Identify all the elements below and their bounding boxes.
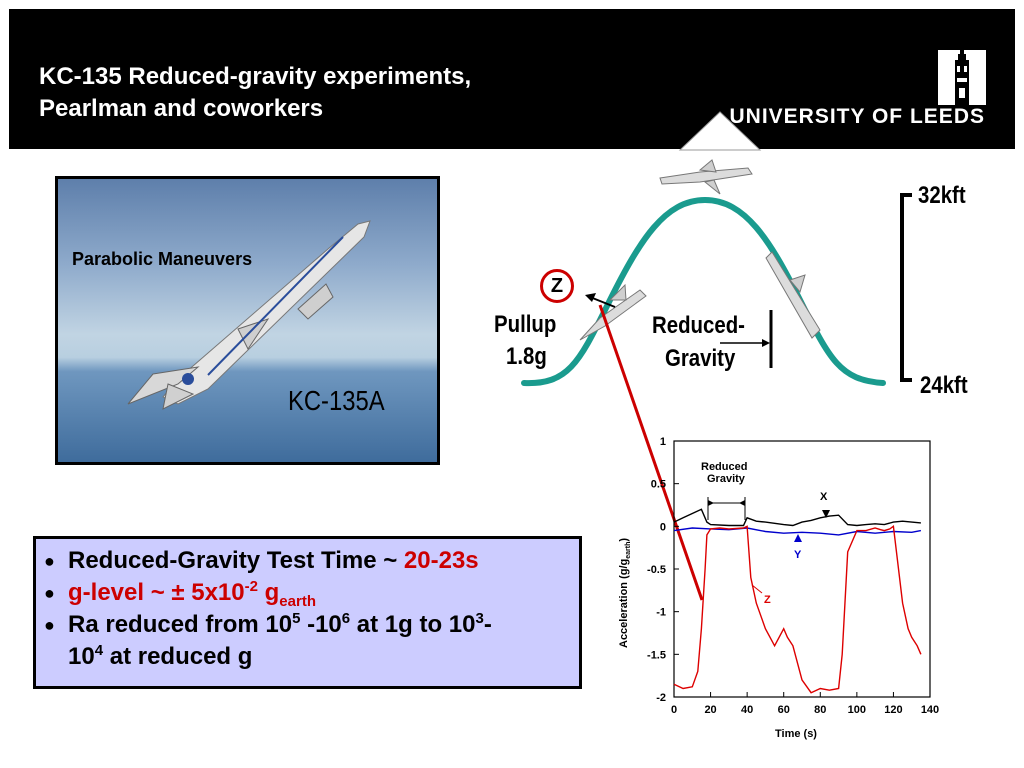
- x-axis-label: Time (s): [775, 728, 817, 740]
- series-x-label: X: [820, 491, 828, 503]
- airplane-icon: [127, 220, 371, 410]
- bullet-list: ● Reduced-Gravity Test Time ~ 20-23s ● g…: [33, 536, 582, 689]
- title-line-1: KC-135 Reduced-gravity experiments,: [39, 63, 472, 90]
- x-tick-label: 140: [921, 704, 939, 716]
- y-tick-label: 0.5: [651, 479, 666, 491]
- aircraft-label: KC-135A: [288, 385, 385, 416]
- y-axis-label: Acceleration (g/gearth): [618, 538, 632, 648]
- series-line-z: [673, 525, 922, 694]
- y-tick-label: -2: [656, 692, 666, 704]
- slide-header: KC-135 Reduced-gravity experiments, Pear…: [9, 9, 1015, 149]
- bullet-test-time: ● Reduced-Gravity Test Time ~ 20-23s: [44, 547, 479, 574]
- y-tick-label: -1.5: [647, 649, 666, 661]
- x-tick-label: 100: [848, 704, 866, 716]
- annotation-reduced-1: Reduced: [701, 461, 747, 473]
- x-tick-label: 20: [704, 704, 716, 716]
- z-axis-marker: Z: [540, 269, 574, 303]
- x-tick-label: 0: [671, 704, 677, 716]
- pullup-g-label: 1.8g: [506, 343, 547, 370]
- y-tick-label: 1: [660, 436, 666, 448]
- y-tick-label: -1: [656, 607, 666, 619]
- slide-title: KC-135 Reduced-gravity experiments, Pear…: [39, 61, 471, 125]
- title-line-2: Pearlman and coworkers: [39, 95, 324, 122]
- reduced-gravity-label-2: Gravity: [665, 345, 736, 372]
- bullet-rayleigh: ● Ra reduced from 105 -106 at 1g to 103-…: [44, 610, 492, 670]
- x-tick-label: 80: [814, 704, 826, 716]
- university-tower-logo-icon: [938, 50, 986, 105]
- photo-caption: Parabolic Maneuvers: [72, 249, 253, 269]
- x-tick-label: 120: [884, 704, 902, 716]
- altitude-top-label: 32kft: [918, 182, 966, 209]
- series-y-label: Y: [794, 549, 802, 561]
- series-z-label: Z: [764, 594, 771, 606]
- kc135-photo: Parabolic Maneuvers KC-135A: [55, 176, 440, 465]
- bullet-g-level: ● g-level ~ ± 5x10-2 gearth: [44, 578, 316, 610]
- pullup-label: Pullup: [494, 311, 557, 338]
- x-tick-label: 40: [741, 704, 753, 716]
- y-tick-label: -0.5: [647, 564, 666, 576]
- reduced-gravity-label-1: Reduced-: [652, 312, 745, 339]
- series-line-y: [673, 527, 922, 536]
- annotation-reduced-2: Gravity: [707, 473, 746, 485]
- series-line-x: [673, 508, 921, 527]
- university-logo-text: UNIVERSITY OF LEEDS: [729, 105, 985, 128]
- x-tick-label: 60: [778, 704, 790, 716]
- y-tick-label: 0: [660, 521, 666, 533]
- altitude-bottom-label: 24kft: [920, 372, 968, 399]
